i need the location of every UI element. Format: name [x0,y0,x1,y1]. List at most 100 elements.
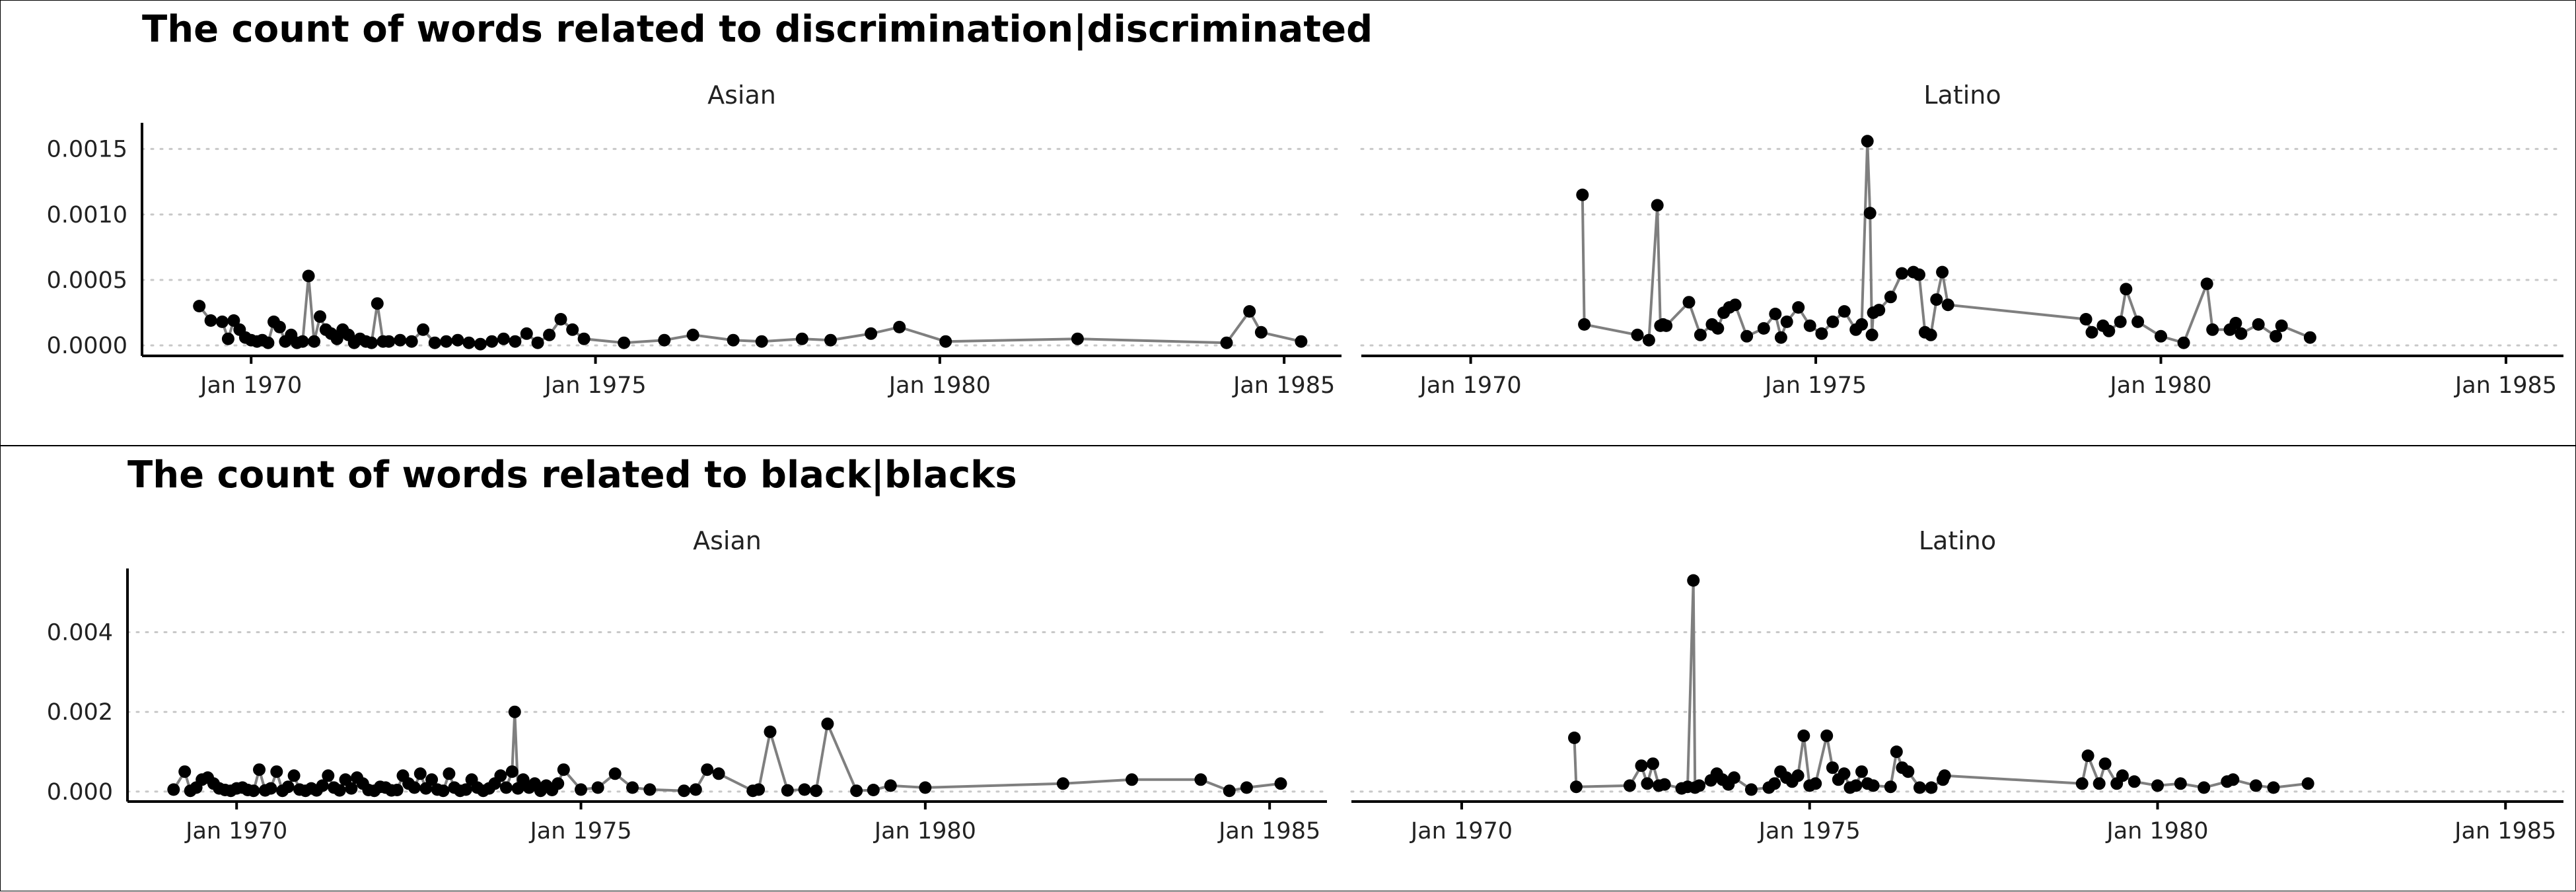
x-tick-label: Jan 1985 [2453,818,2556,844]
data-point [1826,761,1839,774]
data-point [1727,771,1740,784]
data-point [701,763,714,776]
x-tick-label: Jan 1980 [2105,818,2208,844]
data-point [167,783,180,796]
data-point [1240,781,1253,794]
data-point [1071,332,1084,345]
data-point [273,320,286,333]
data-point [1936,265,1949,279]
data-point [1757,322,1770,335]
data-point [1274,777,1287,790]
facet-label: Latino [1919,526,1996,555]
data-point [1658,778,1671,791]
data-point [1896,267,1908,280]
data-point [371,297,384,310]
data-point [390,784,404,796]
data-point [2270,329,2283,343]
data-point [2102,324,2116,337]
data-point [1849,779,1863,792]
data-point [1694,328,1707,341]
data-point [643,783,657,796]
data-point [591,781,604,794]
data-point [1295,335,1308,348]
data-point [1254,326,1268,339]
data-point [1930,293,1943,306]
data-point [939,335,952,348]
data-point [281,780,295,794]
data-point [1913,781,1926,794]
data-point [1729,298,1742,312]
data-point [178,765,192,778]
data-point [1631,328,1644,341]
data-point [1815,327,1828,340]
data-point [322,769,335,782]
data-point [781,784,794,797]
data-point [443,767,456,780]
data-point [1651,199,1664,212]
y-tick-label: 0.000 [47,779,113,806]
data-point [2081,749,2094,763]
data-point [2227,773,2240,786]
data-point [752,783,766,796]
chart-discrimination: The count of words related to discrimina… [47,8,2565,399]
data-point [365,336,378,349]
data-point [1792,301,1805,314]
data-point [1056,777,1069,790]
x-tick-label: Jan 1985 [1232,372,1335,399]
data-point [437,784,450,798]
data-point [508,705,521,718]
data-point [1220,336,1233,349]
x-tick-label: Jan 1970 [184,818,287,844]
data-point [1941,298,1954,312]
facet-latino: Latino Jan 1970 Jan 1975 Jan 1980 Jan 1985 [1360,81,2565,399]
data-point [2155,329,2167,343]
data-point [2267,781,2280,794]
data-point [253,763,266,776]
data-point [764,725,777,738]
data-point [1687,574,1700,587]
data-point [462,336,476,349]
y-tick-label: 0.0000 [47,333,127,359]
data-point [1769,308,1782,320]
x-tick-label: Jan 1985 [1217,818,1320,844]
data-point [2120,283,2133,296]
data-point [2098,757,2112,771]
data-point [1826,315,1840,328]
data-point [2116,769,2129,782]
data-point [2114,315,2127,328]
data-point [1641,777,1654,790]
data-point [339,773,352,786]
data-point [314,310,326,323]
data-point [1890,745,1903,759]
data-point [798,783,811,796]
chart-panel-discrimination: The count of words related to discrimina… [0,0,2576,446]
data-point [1569,780,1583,794]
data-point [451,333,464,347]
data-point [1223,784,1236,798]
data-point [1838,767,1851,780]
data-point [2128,775,2141,788]
data-point [2206,323,2219,336]
x-tick-label: Jan 1975 [1764,372,1867,399]
data-point [520,327,533,340]
data-point [330,332,343,345]
data-point [2151,779,2164,792]
data-point [1635,759,1648,772]
chart-title: The count of words related to black|blac… [127,454,1017,497]
data-point [1925,781,1938,794]
data-point [1568,732,1581,744]
data-point [2235,327,2248,340]
series-line [198,275,1302,346]
data-point [810,784,822,798]
data-point [531,336,544,349]
data-point [1855,318,1869,331]
data-point [658,333,671,347]
data-point [821,717,834,730]
data-point [308,335,321,348]
data-point [566,323,579,336]
data-point [1243,305,1256,318]
data-point [884,779,897,792]
data-point [1861,135,1874,148]
data-point [459,783,472,796]
data-point [865,327,878,340]
